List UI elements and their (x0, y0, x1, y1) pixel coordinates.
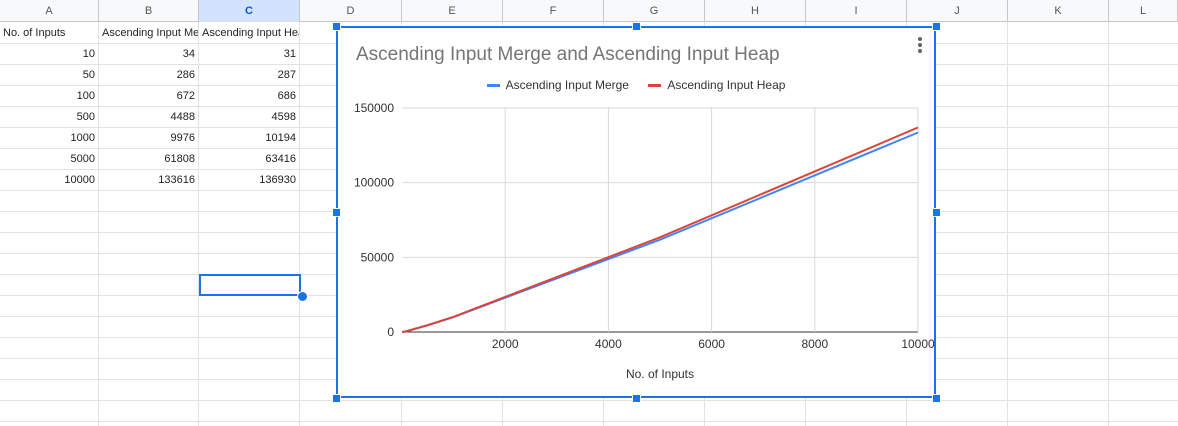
column-gridline (98, 22, 99, 426)
column-header-i[interactable]: I (806, 0, 907, 22)
legend-item-heap: Ascending Input Heap (648, 78, 785, 92)
table-cell[interactable]: 286 (176, 69, 195, 81)
y-tick-label: 150000 (354, 101, 394, 115)
table-cell[interactable]: 5000 (70, 153, 95, 165)
column-header-d[interactable]: D (300, 0, 402, 22)
table-cell[interactable]: 10 (82, 48, 95, 60)
chart-resize-handle[interactable] (932, 394, 941, 403)
row-gridline (0, 421, 1178, 422)
table-header-cell[interactable]: Ascending Input Heap (202, 27, 299, 39)
series-line-merge (402, 131, 919, 333)
fill-handle[interactable] (297, 291, 308, 302)
column-header-j[interactable]: J (907, 0, 1008, 22)
column-header-c[interactable]: C (199, 0, 300, 22)
chart-resize-handle[interactable] (332, 22, 341, 31)
column-gridline (198, 22, 199, 426)
table-cell[interactable]: 9976 (170, 132, 195, 144)
chart[interactable]: Ascending Input Merge and Ascending Inpu… (332, 22, 941, 403)
column-header-b[interactable]: B (99, 0, 199, 22)
y-tick-label: 0 (387, 325, 394, 339)
column-gridline (299, 22, 300, 426)
table-cell[interactable]: 1000 (70, 132, 95, 144)
x-tick-label: 2000 (492, 337, 519, 351)
column-header-f[interactable]: F (503, 0, 604, 22)
chart-resize-handle[interactable] (332, 208, 341, 217)
chart-menu-kebab-icon[interactable] (916, 36, 924, 56)
table-cell[interactable]: 136930 (259, 174, 296, 186)
selected-cell-c13[interactable] (199, 274, 301, 296)
column-header-e[interactable]: E (402, 0, 503, 22)
table-header-cell[interactable]: Ascending Input Me (102, 27, 198, 39)
column-header-g[interactable]: G (604, 0, 705, 22)
legend-swatch-merge (486, 84, 500, 88)
series-line-heap (402, 126, 919, 333)
x-tick-label: 4000 (595, 337, 622, 351)
legend-label-merge: Ascending Input Merge (505, 78, 629, 92)
table-cell[interactable]: 10000 (64, 174, 95, 186)
table-cell[interactable]: 31 (283, 48, 296, 60)
chart-title: Ascending Input Merge and Ascending Inpu… (356, 44, 780, 65)
legend-swatch-heap (648, 84, 662, 88)
table-cell[interactable]: 63416 (265, 153, 296, 165)
column-header-l[interactable]: L (1109, 0, 1178, 22)
x-axis-title: No. of Inputs (626, 367, 694, 381)
table-header-cell[interactable]: No. of Inputs (3, 27, 66, 39)
row-gridline (0, 400, 1178, 401)
x-tick-label: 10000 (901, 337, 934, 351)
y-tick-label: 100000 (354, 176, 394, 190)
x-tick-label: 6000 (698, 337, 725, 351)
chart-resize-handle[interactable] (332, 394, 341, 403)
table-cell[interactable]: 100 (76, 90, 95, 102)
table-cell[interactable]: 686 (277, 90, 296, 102)
y-tick-label: 50000 (361, 250, 395, 264)
table-cell[interactable]: 672 (176, 90, 195, 102)
table-cell[interactable]: 10194 (265, 132, 296, 144)
chart-resize-handle[interactable] (632, 22, 641, 31)
legend-item-merge: Ascending Input Merge (486, 78, 629, 92)
column-gridline (1108, 22, 1109, 426)
table-cell[interactable]: 4488 (170, 111, 195, 123)
chart-plot-area: 0 50000 100000 150000 2000 4000 6000 8000 10000 N… (354, 101, 934, 381)
column-header-h[interactable]: H (705, 0, 806, 22)
table-cell[interactable]: 4598 (271, 111, 296, 123)
table-cell[interactable]: 34 (182, 48, 195, 60)
table-cell[interactable]: 500 (76, 111, 95, 123)
column-gridline (1007, 22, 1008, 426)
chart-resize-handle[interactable] (932, 22, 941, 31)
chart-resize-handle[interactable] (932, 208, 941, 217)
chart-legend: Ascending Input Merge Ascending Input He… (338, 78, 934, 92)
legend-label-heap: Ascending Input Heap (667, 78, 786, 92)
table-cell[interactable]: 133616 (158, 174, 195, 186)
table-cell[interactable]: 50 (82, 69, 95, 81)
table-cell[interactable]: 287 (277, 69, 296, 81)
table-cell[interactable]: 61808 (164, 153, 195, 165)
x-tick-label: 8000 (801, 337, 828, 351)
column-header-a[interactable]: A (0, 0, 99, 22)
column-header-k[interactable]: K (1008, 0, 1109, 22)
chart-resize-handle[interactable] (632, 394, 641, 403)
